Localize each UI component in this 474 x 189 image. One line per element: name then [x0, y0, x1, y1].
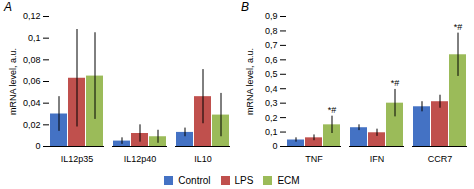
html-text:ECM: ECM — [277, 175, 300, 186]
html-text:LPS: LPS — [234, 175, 254, 186]
svg-text:mRNA level, a.u.: mRNA level, a.u. — [245, 48, 255, 115]
svg-text:IL10: IL10 — [194, 154, 212, 164]
html-text:A: A — [4, 0, 12, 14]
svg-text:TNF: TNF — [305, 154, 323, 164]
svg-text:*#: *# — [328, 105, 337, 115]
svg-text:0,6: 0,6 — [265, 55, 278, 65]
svg-text:0,08: 0,08 — [23, 55, 41, 65]
svg-text:0,12: 0,12 — [23, 11, 41, 21]
svg-text:0,02: 0,02 — [23, 120, 41, 130]
svg-text:0,1: 0,1 — [28, 33, 41, 43]
svg-text:IFN: IFN — [370, 154, 385, 164]
svg-text:0,5: 0,5 — [265, 69, 278, 79]
svg-text:IL12p40: IL12p40 — [124, 154, 157, 164]
svg-text:0,4: 0,4 — [265, 84, 278, 94]
svg-text:0,04: 0,04 — [23, 98, 41, 108]
html-text:Control: Control — [178, 175, 211, 186]
svg-text:*#: *# — [454, 22, 463, 32]
svg-text:0: 0 — [272, 141, 277, 151]
svg-text:CCR7: CCR7 — [428, 154, 453, 164]
svg-text:0: 0 — [35, 141, 40, 151]
svg-text:IL12p35: IL12p35 — [61, 154, 94, 164]
svg-text:0,8: 0,8 — [265, 26, 278, 36]
svg-text:mRNA level, a.u.: mRNA level, a.u. — [8, 48, 18, 115]
svg-text:*#: *# — [391, 78, 400, 88]
svg-text:0,9: 0,9 — [265, 11, 278, 21]
svg-text:0,7: 0,7 — [265, 40, 278, 50]
svg-text:0,06: 0,06 — [23, 76, 41, 86]
html-text:B: B — [241, 0, 249, 14]
svg-text:0,3: 0,3 — [265, 98, 278, 108]
svg-text:0,1: 0,1 — [265, 127, 278, 137]
svg-text:0,2: 0,2 — [265, 112, 278, 122]
